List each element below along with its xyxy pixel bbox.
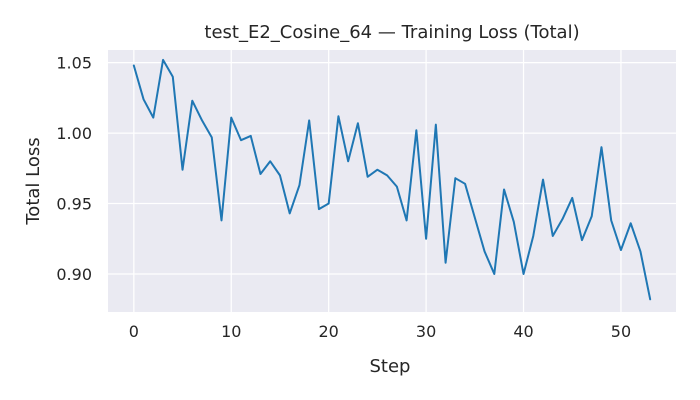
x-axis-label: Step <box>370 356 411 377</box>
y-tick-label: 1.05 <box>56 54 92 73</box>
y-tick-label: 0.95 <box>56 195 92 214</box>
chart-title: test_E2_Cosine_64 — Training Loss (Total… <box>204 22 579 43</box>
grid <box>108 50 676 312</box>
y-tick-label: 1.00 <box>56 124 92 143</box>
x-tick-label: 20 <box>318 322 338 341</box>
y-axis-label: Total Loss <box>23 137 44 225</box>
x-tick-label: 10 <box>221 322 241 341</box>
x-tick-label: 40 <box>513 322 533 341</box>
series-line <box>132 58 652 301</box>
series-layer <box>132 58 652 301</box>
x-tick-label: 0 <box>129 322 139 341</box>
y-tick-label: 0.90 <box>56 265 92 284</box>
x-tick-label: 50 <box>611 322 631 341</box>
tick-labels: 0 10 20 30 40 50 0.90 0.95 1.00 1.05 <box>56 54 631 341</box>
x-tick-label: 30 <box>416 322 436 341</box>
